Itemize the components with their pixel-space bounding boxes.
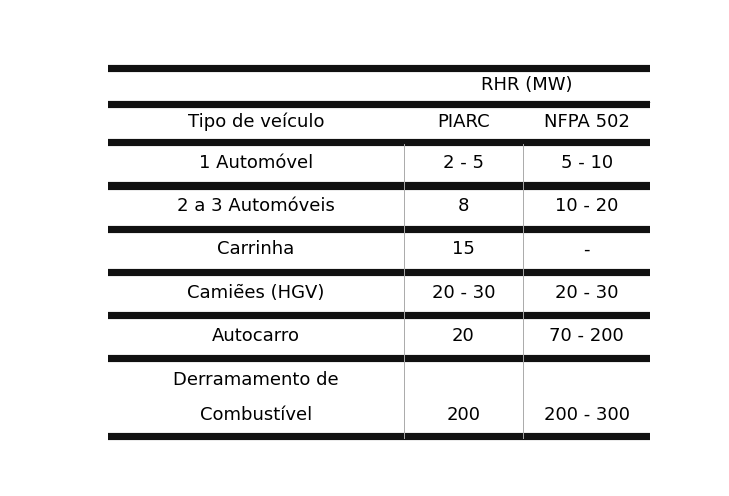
Text: Camiẽes (HGV): Camiẽes (HGV) (187, 284, 324, 302)
Text: Autocarro: Autocarro (212, 327, 300, 345)
Text: 20 - 30: 20 - 30 (555, 284, 618, 302)
Text: Tipo de veículo: Tipo de veículo (187, 113, 324, 131)
Text: 200 - 300: 200 - 300 (544, 406, 630, 424)
Text: RHR (MW): RHR (MW) (481, 76, 573, 94)
Text: 2 - 5: 2 - 5 (443, 154, 484, 172)
Text: PIARC: PIARC (437, 113, 490, 131)
Text: 20 - 30: 20 - 30 (432, 284, 495, 302)
Text: 2 a 3 Automóveis: 2 a 3 Automóveis (177, 197, 335, 215)
Text: 8: 8 (458, 197, 469, 215)
Text: Combustível: Combustível (200, 406, 312, 424)
Text: 70 - 200: 70 - 200 (550, 327, 624, 345)
Text: -: - (583, 240, 590, 258)
Text: 1 Automóvel: 1 Automóvel (199, 154, 313, 172)
Text: Derramamento de: Derramamento de (173, 371, 339, 389)
Text: 200: 200 (446, 406, 480, 424)
Text: 10 - 20: 10 - 20 (555, 197, 618, 215)
Text: 20: 20 (452, 327, 475, 345)
Text: 15: 15 (452, 240, 475, 258)
Text: Carrinha: Carrinha (217, 240, 295, 258)
Text: NFPA 502: NFPA 502 (544, 113, 630, 131)
Text: 5 - 10: 5 - 10 (561, 154, 613, 172)
